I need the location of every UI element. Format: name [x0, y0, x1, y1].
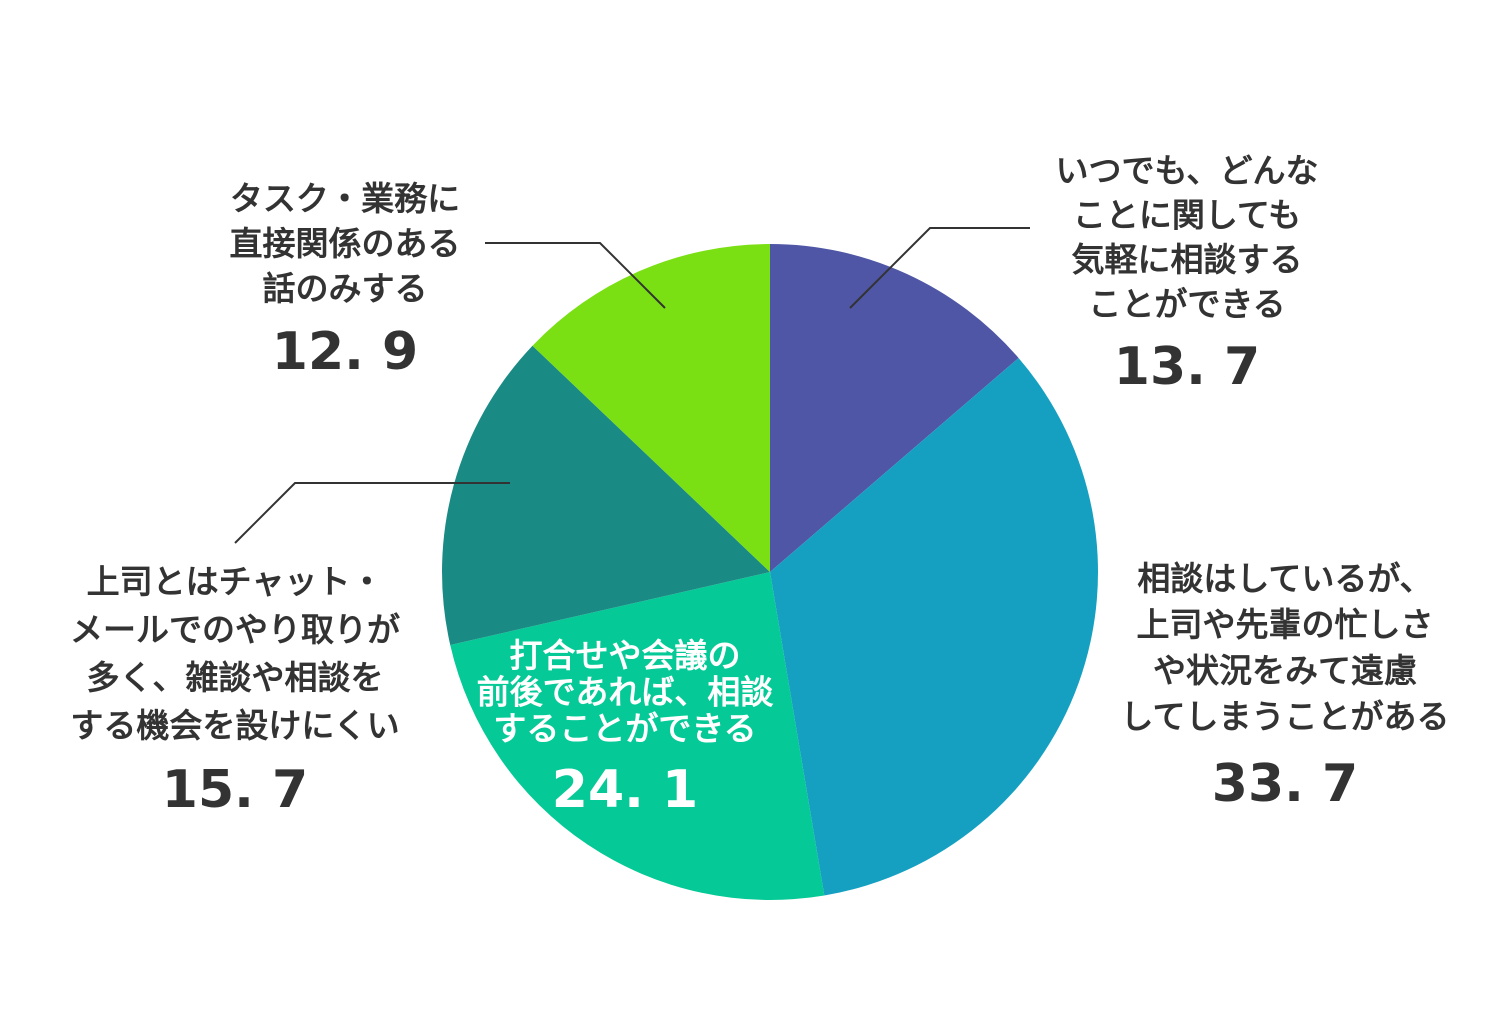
- category-label: いつでも、どんなことに関しても気軽に相談することができる: [1055, 151, 1318, 324]
- category-label: 上司とはチャット・メールでのやり取りが多く、雑談や相談をする機会を設けにくい: [70, 562, 400, 745]
- pie-slice: [450, 572, 825, 900]
- leader-lines: [234, 227, 1030, 544]
- leader-line: [485, 242, 666, 309]
- category-label: タスク・業務に直接関係のある話のみする: [230, 179, 461, 308]
- value-label: 12. 9: [272, 322, 418, 382]
- value-label: 13. 7: [1114, 337, 1260, 397]
- pie-slice: [532, 244, 770, 572]
- value-label: 24. 1: [552, 760, 698, 820]
- pie-slice: [770, 357, 1098, 896]
- value-label: 15. 7: [162, 760, 308, 820]
- pie: [441, 244, 1098, 900]
- category-label: 打合せや会議の前後であれば、相談することができる: [477, 636, 775, 748]
- value-label: 33. 7: [1212, 754, 1358, 814]
- pie-slice: [441, 345, 770, 645]
- leader-line: [849, 227, 1030, 309]
- pie-slice: [770, 244, 1019, 572]
- category-label: 相談はしているが、上司や先輩の忙しさや状況をみて遠慮してしまうことがある: [1120, 559, 1449, 736]
- leader-line: [234, 482, 510, 544]
